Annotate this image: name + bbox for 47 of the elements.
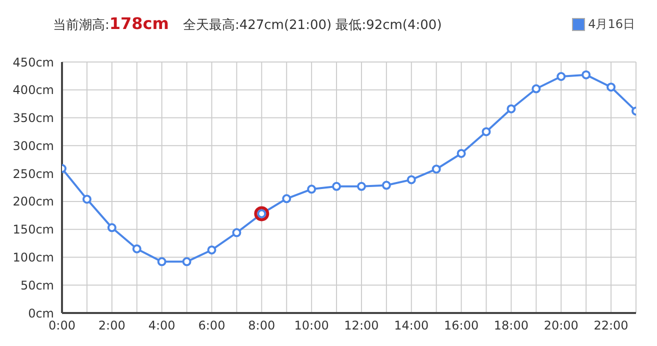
point xyxy=(107,223,116,232)
y-tick-label: 300cm xyxy=(12,138,54,153)
point xyxy=(482,127,491,136)
x-tick-label: 16:00 xyxy=(444,318,479,333)
y-tick-label: 250cm xyxy=(12,166,54,181)
point xyxy=(556,72,566,81)
y-tick-label: 0cm xyxy=(28,306,54,320)
x-tick-label: 8:00 xyxy=(248,318,276,333)
y-tick-label: 150cm xyxy=(12,222,54,237)
point xyxy=(132,244,142,254)
point xyxy=(282,194,292,204)
text: 当前潮高:178cm xyxy=(53,14,169,33)
point xyxy=(332,182,342,191)
point xyxy=(582,70,591,80)
point xyxy=(307,184,316,194)
x-tick-label: 6:00 xyxy=(198,318,226,333)
y-tick-label: 350cm xyxy=(12,111,54,126)
point xyxy=(182,257,192,266)
x-tick-label: 10:00 xyxy=(294,318,329,333)
x-tick-label: 14:00 xyxy=(394,318,429,333)
point xyxy=(532,84,541,94)
y-tick-label: 450cm xyxy=(12,55,54,70)
x-tick-label: 2:00 xyxy=(98,318,126,333)
point xyxy=(506,104,516,114)
x-tick-label: 18:00 xyxy=(494,318,529,333)
point xyxy=(157,257,166,266)
x-tick-label: 12:00 xyxy=(344,318,379,333)
point xyxy=(606,82,616,92)
point xyxy=(254,206,270,222)
y-tick-label: 50cm xyxy=(20,278,54,292)
point xyxy=(406,175,416,184)
legend-label: 4月16日 xyxy=(587,16,635,33)
y-tick-label: 200cm xyxy=(12,194,54,209)
x-tick-label: 22:00 xyxy=(594,318,628,333)
x-tick-label: 0:00 xyxy=(48,318,76,333)
point xyxy=(207,245,216,254)
point xyxy=(232,228,242,238)
y-tick-label: 100cm xyxy=(12,250,54,264)
x-tick-label: 20:00 xyxy=(544,318,578,333)
point xyxy=(382,180,391,190)
y-tick-label: 400cm xyxy=(12,83,54,98)
point xyxy=(456,148,466,158)
point xyxy=(356,182,366,191)
point xyxy=(432,164,441,174)
x-tick-label: 4:00 xyxy=(148,318,176,333)
chart-title: 全天最高:427cm(21:00) 最低:92cm(4:00) xyxy=(182,18,442,33)
point xyxy=(82,194,92,204)
